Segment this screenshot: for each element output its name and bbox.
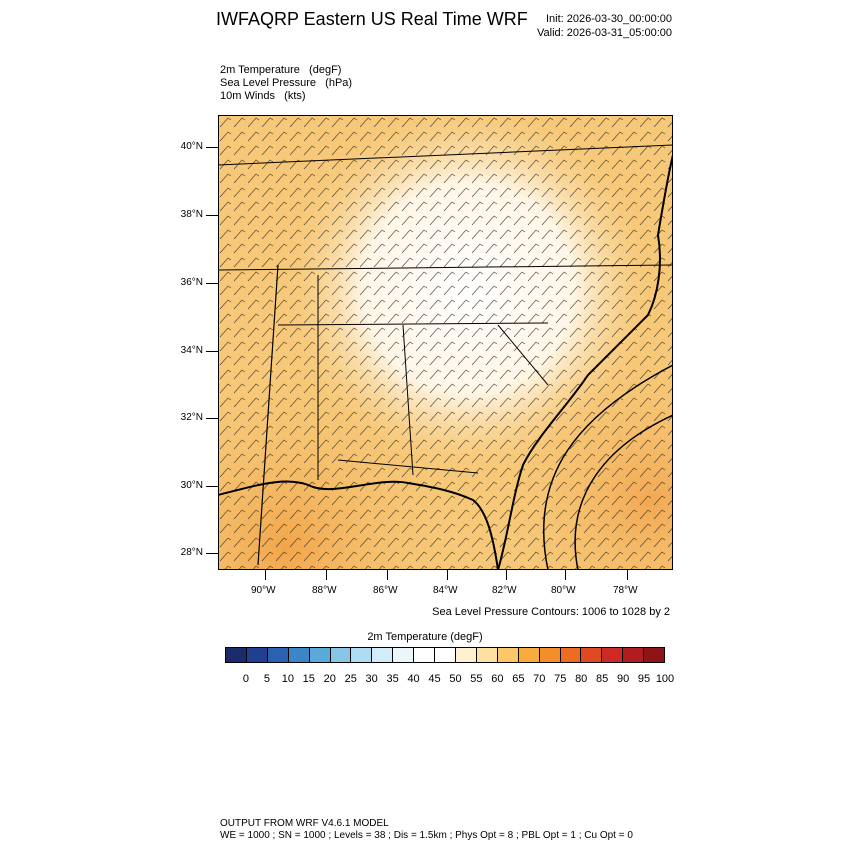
longitude-label: 88°W: [312, 585, 337, 596]
colorbar-label: 45: [428, 673, 441, 685]
pressure-contour: [543, 364, 673, 570]
colorbar-label: 70: [533, 673, 546, 685]
colorbar-swatch: [476, 648, 498, 662]
latitude-label: 38°N: [180, 209, 203, 220]
colorbar-label: 40: [407, 673, 420, 685]
colorbar-swatch: [372, 648, 394, 662]
colorbar-swatch: [330, 648, 352, 662]
colorbar-label: 50: [449, 673, 462, 685]
latitude-label: 40°N: [180, 141, 203, 152]
colorbar-label: 30: [365, 673, 378, 685]
colorbar-swatch: [226, 648, 247, 662]
longitude-label: 84°W: [433, 585, 458, 596]
latitude-tick: [206, 418, 218, 419]
colorbar-swatch: [414, 648, 436, 662]
colorbar-label: 5: [263, 673, 270, 685]
colorbar-swatch: [288, 648, 310, 662]
colorbar-label: 10: [281, 673, 294, 685]
model-version: OUTPUT FROM WRF V4.6.1 MODEL: [220, 818, 389, 829]
latitude-label: 36°N: [180, 277, 203, 288]
longitude-label: 80°W: [551, 585, 576, 596]
colorbar-swatch: [539, 648, 561, 662]
colorbar-label: 55: [470, 673, 483, 685]
longitude-tick: [265, 570, 266, 580]
colorbar-swatch: [309, 648, 331, 662]
latitude-label: 32°N: [180, 412, 203, 423]
contour-info: Sea Level Pressure Contours: 1006 to 102…: [432, 606, 670, 618]
river-boundary: [257, 264, 279, 566]
longitude-tick: [627, 570, 628, 580]
plot-title: IWFAQRP Eastern US Real Time WRF: [216, 9, 528, 29]
wind-barbs: [218, 115, 673, 570]
map-frame: [218, 115, 673, 570]
run-times: Init: 2026-03-30_00:00:00 Valid: 2026-03…: [537, 12, 672, 40]
state-boundary: [402, 324, 414, 476]
colorbar-label: 65: [512, 673, 525, 685]
field-list: 2m Temperature (degF) Sea Level Pressure …: [220, 64, 352, 103]
colorbar-label: 90: [616, 673, 630, 685]
valid-time: Valid: 2026-03-31_05:00:00: [537, 27, 672, 39]
colorbar-label: 25: [344, 673, 357, 685]
colorbar-label: 60: [491, 673, 504, 685]
colorbar-label: 20: [323, 673, 336, 685]
latitude-tick: [206, 215, 218, 216]
latitude-label: 30°N: [180, 480, 203, 491]
longitude-label: 90°W: [251, 585, 276, 596]
colorbar-swatch: [602, 648, 624, 662]
colorbar-swatch: [497, 648, 519, 662]
colorbar-swatch: [623, 648, 645, 662]
model-settings: WE = 1000 ; SN = 1000 ; Levels = 38 ; Di…: [220, 830, 633, 841]
colorbar-title: 2m Temperature (degF): [367, 631, 483, 643]
colorbar-swatch: [455, 648, 477, 662]
latitude-label: 28°N: [180, 547, 203, 558]
longitude-label: 82°W: [492, 585, 517, 596]
longitude-tick: [506, 570, 507, 580]
pressure-contour: [574, 414, 673, 570]
colorbar-swatch: [435, 648, 456, 662]
longitude-tick: [565, 570, 566, 580]
colorbar-swatch: [560, 648, 582, 662]
weather-map: [218, 115, 673, 570]
field-pressure: Sea Level Pressure (hPa): [220, 77, 353, 89]
colorbar-swatch: [518, 648, 540, 662]
state-boundary: [218, 144, 673, 166]
colorbar-label: 100: [655, 673, 675, 685]
colorbar-swatch: [267, 648, 289, 662]
latitude-tick: [206, 553, 218, 554]
latitude-label: 34°N: [180, 345, 203, 356]
latitude-tick: [206, 147, 218, 148]
latitude-tick: [206, 351, 218, 352]
colorbar-swatch: [581, 648, 603, 662]
field-temperature: 2m Temperature (degF): [220, 64, 342, 76]
colorbar-label: 85: [596, 673, 609, 685]
colorbar-swatch: [644, 648, 665, 662]
map-canvas: [218, 115, 673, 570]
init-time: Init: 2026-03-30_00:00:00: [546, 13, 672, 25]
latitude-tick: [206, 283, 218, 284]
colorbar: [225, 647, 665, 663]
latitude-tick: [206, 486, 218, 487]
colorbar-swatch: [351, 648, 373, 662]
colorbar-label: 95: [637, 673, 651, 685]
colorbar-label: 80: [575, 673, 588, 685]
state-boundary: [337, 459, 479, 474]
longitude-label: 86°W: [373, 585, 398, 596]
colorbar-label: 35: [386, 673, 399, 685]
colorbar-label: 0: [242, 673, 249, 685]
atlantic-coastline: [497, 154, 673, 570]
longitude-tick: [326, 570, 327, 580]
state-boundary: [497, 324, 549, 386]
model-footer: OUTPUT FROM WRF V4.6.1 MODEL WE = 1000 ; …: [220, 818, 633, 842]
gulf-coastline: [218, 480, 499, 570]
state-boundary: [277, 322, 549, 326]
colorbar-swatch: [246, 648, 268, 662]
colorbar-label: 15: [302, 673, 315, 685]
field-winds: 10m Winds (kts): [220, 90, 306, 102]
colorbar-label: 75: [554, 673, 567, 685]
colorbar-swatch: [393, 648, 415, 662]
longitude-label: 78°W: [613, 585, 638, 596]
longitude-tick: [447, 570, 448, 580]
longitude-tick: [387, 570, 388, 580]
state-boundary: [218, 264, 673, 271]
